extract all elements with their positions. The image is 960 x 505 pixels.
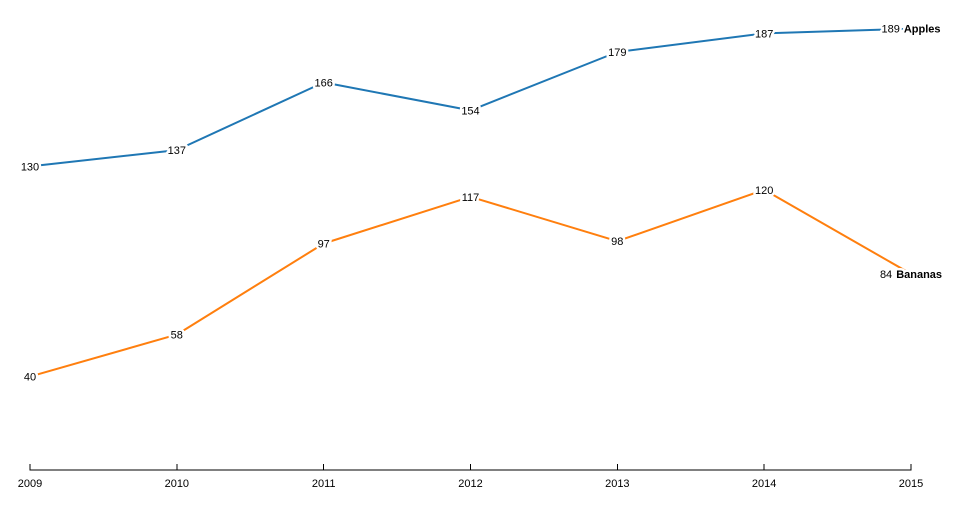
series-line-bananas bbox=[29, 188, 912, 378]
x-axis-tick-label: 2013 bbox=[605, 478, 629, 490]
value-label-text: 98 bbox=[611, 236, 623, 248]
x-axis-tick-label: 2014 bbox=[752, 478, 776, 490]
value-label: 117 bbox=[462, 192, 480, 204]
x-axis-tick-label: 2015 bbox=[899, 478, 923, 490]
value-label-text: 117 bbox=[462, 192, 480, 204]
series-bananas: 40 58 97 117 98 120 84 Bananas bbox=[21, 182, 944, 386]
series-name-label: Bananas bbox=[896, 269, 942, 281]
value-label-text: 97 bbox=[318, 239, 330, 251]
value-label-text: 130 bbox=[21, 161, 39, 173]
value-label: 58 bbox=[171, 330, 183, 342]
value-label: 120 bbox=[755, 185, 773, 197]
value-label-text: 154 bbox=[461, 105, 479, 117]
value-label: 40 bbox=[24, 372, 36, 384]
series-name-label: Apples bbox=[904, 24, 941, 36]
value-label: 137 bbox=[168, 145, 186, 157]
x-axis-tick-label: 2011 bbox=[312, 478, 336, 490]
x-axis-tick-label: 2009 bbox=[18, 478, 42, 490]
x-axis-tick-label: 2010 bbox=[165, 478, 189, 490]
x-axis: 2009 2010 2011 2012 2013 2014 2015 bbox=[18, 464, 923, 490]
value-label-text: 179 bbox=[608, 47, 626, 59]
x-axis-tick-label: 2012 bbox=[458, 478, 482, 490]
value-label: 154 bbox=[461, 105, 479, 117]
series-end-label-bananas: 84 Bananas bbox=[880, 269, 942, 281]
series-end-label-apples: 189 Apples bbox=[881, 24, 940, 36]
value-label-text: 84 bbox=[880, 269, 892, 281]
value-label-text: 137 bbox=[168, 145, 186, 157]
series-line-apples bbox=[29, 27, 912, 168]
value-label-text: 58 bbox=[171, 330, 183, 342]
value-label: 187 bbox=[755, 28, 773, 40]
value-label: 98 bbox=[611, 236, 623, 248]
value-label-text: 40 bbox=[24, 372, 36, 384]
value-label: 166 bbox=[315, 77, 333, 89]
value-label-text: 187 bbox=[755, 28, 773, 40]
value-label: 97 bbox=[318, 239, 330, 251]
series-apples: 130 137 166 154 179 187 189 Apples bbox=[18, 21, 943, 176]
value-label-text: 166 bbox=[315, 77, 333, 89]
value-label: 179 bbox=[608, 47, 626, 59]
value-label-text: 120 bbox=[755, 185, 773, 197]
value-label-text: 189 bbox=[881, 24, 899, 36]
value-label: 130 bbox=[21, 161, 39, 173]
